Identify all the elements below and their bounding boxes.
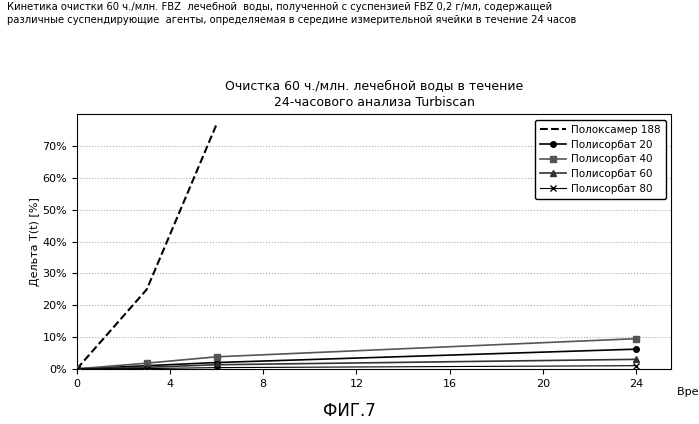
- Line: Полисорбат 20: Полисорбат 20: [74, 346, 639, 372]
- Полисорбат 20: [143, 363, 151, 368]
- Line: Полоксамер 188: Полоксамер 188: [77, 124, 217, 369]
- Line: Полисорбат 40: Полисорбат 40: [74, 336, 639, 372]
- Полисорбат 20: [73, 366, 81, 371]
- Полисорбат 60: [73, 366, 81, 371]
- Text: ФИГ.7: ФИГ.7: [323, 402, 376, 420]
- Полисорбат 40: [143, 360, 151, 365]
- Legend: Полоксамер 188, Полисорбат 20, Полисорбат 40, Полисорбат 60, Полисорбат 80: Полоксамер 188, Полисорбат 20, Полисорба…: [535, 120, 666, 199]
- Line: Полисорбат 80: Полисорбат 80: [73, 362, 640, 372]
- Полисорбат 80: [632, 363, 640, 368]
- Полисорбат 80: [143, 366, 151, 371]
- Полисорбат 60: [143, 365, 151, 370]
- Полисорбат 60: [212, 362, 221, 367]
- Title: Очистка 60 ч./млн. лечебной воды в течение
24-часового анализа Turbiscan: Очистка 60 ч./млн. лечебной воды в течен…: [225, 79, 523, 109]
- Полисорбат 20: [632, 347, 640, 352]
- Line: Полисорбат 60: Полисорбат 60: [74, 357, 639, 372]
- Y-axis label: Дельта T(t) [%]: Дельта T(t) [%]: [29, 197, 40, 286]
- Полисорбат 80: [73, 366, 81, 371]
- Полисорбат 60: [632, 357, 640, 362]
- Text: Кинетика очистки 60 ч./млн. FBZ  лечебной  воды, полученной с суспензией FBZ 0,2: Кинетика очистки 60 ч./млн. FBZ лечебной…: [7, 2, 577, 25]
- Полисорбат 40: [73, 366, 81, 371]
- Полисорбат 20: [212, 360, 221, 365]
- Полисорбат 40: [632, 336, 640, 341]
- Полисорбат 40: [212, 354, 221, 360]
- Полоксамер 188: [212, 121, 221, 126]
- Полоксамер 188: [73, 366, 81, 371]
- Полоксамер 188: [143, 287, 151, 292]
- Полисорбат 80: [212, 365, 221, 370]
- Text: Время (часы): Время (часы): [677, 387, 699, 397]
